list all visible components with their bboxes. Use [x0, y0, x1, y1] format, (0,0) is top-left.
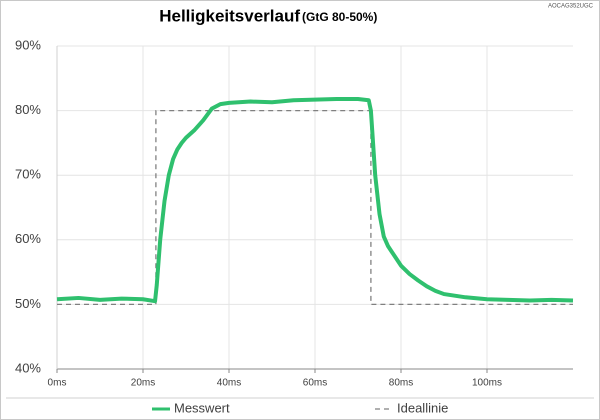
x-tick-label: 20ms — [131, 378, 155, 389]
x-tick-label: 80ms — [389, 378, 413, 389]
y-tick-label: 40% — [15, 360, 41, 375]
x-tick-label: 0ms — [48, 378, 67, 389]
series-line — [57, 109, 573, 306]
annotation: AOCAG352UGC — [548, 4, 594, 10]
legend-label: Messwert — [174, 400, 230, 415]
y-tick-label: 80% — [15, 102, 41, 117]
y-tick-label: 70% — [15, 167, 41, 182]
y-tick-label: 50% — [15, 296, 41, 311]
x-tick-label: 40ms — [217, 378, 241, 389]
x-tick-label: 100ms — [472, 378, 502, 389]
x-tick-label: 60ms — [303, 378, 327, 389]
series-line — [56, 96, 574, 304]
chart-subtitle: (GtG 80-50%) — [302, 10, 377, 24]
legend-label: Ideallinie — [397, 400, 448, 415]
y-tick-label: 90% — [15, 37, 41, 52]
y-tick-label: 60% — [15, 231, 41, 246]
chart-title: Helligkeitsverlauf — [159, 6, 300, 25]
